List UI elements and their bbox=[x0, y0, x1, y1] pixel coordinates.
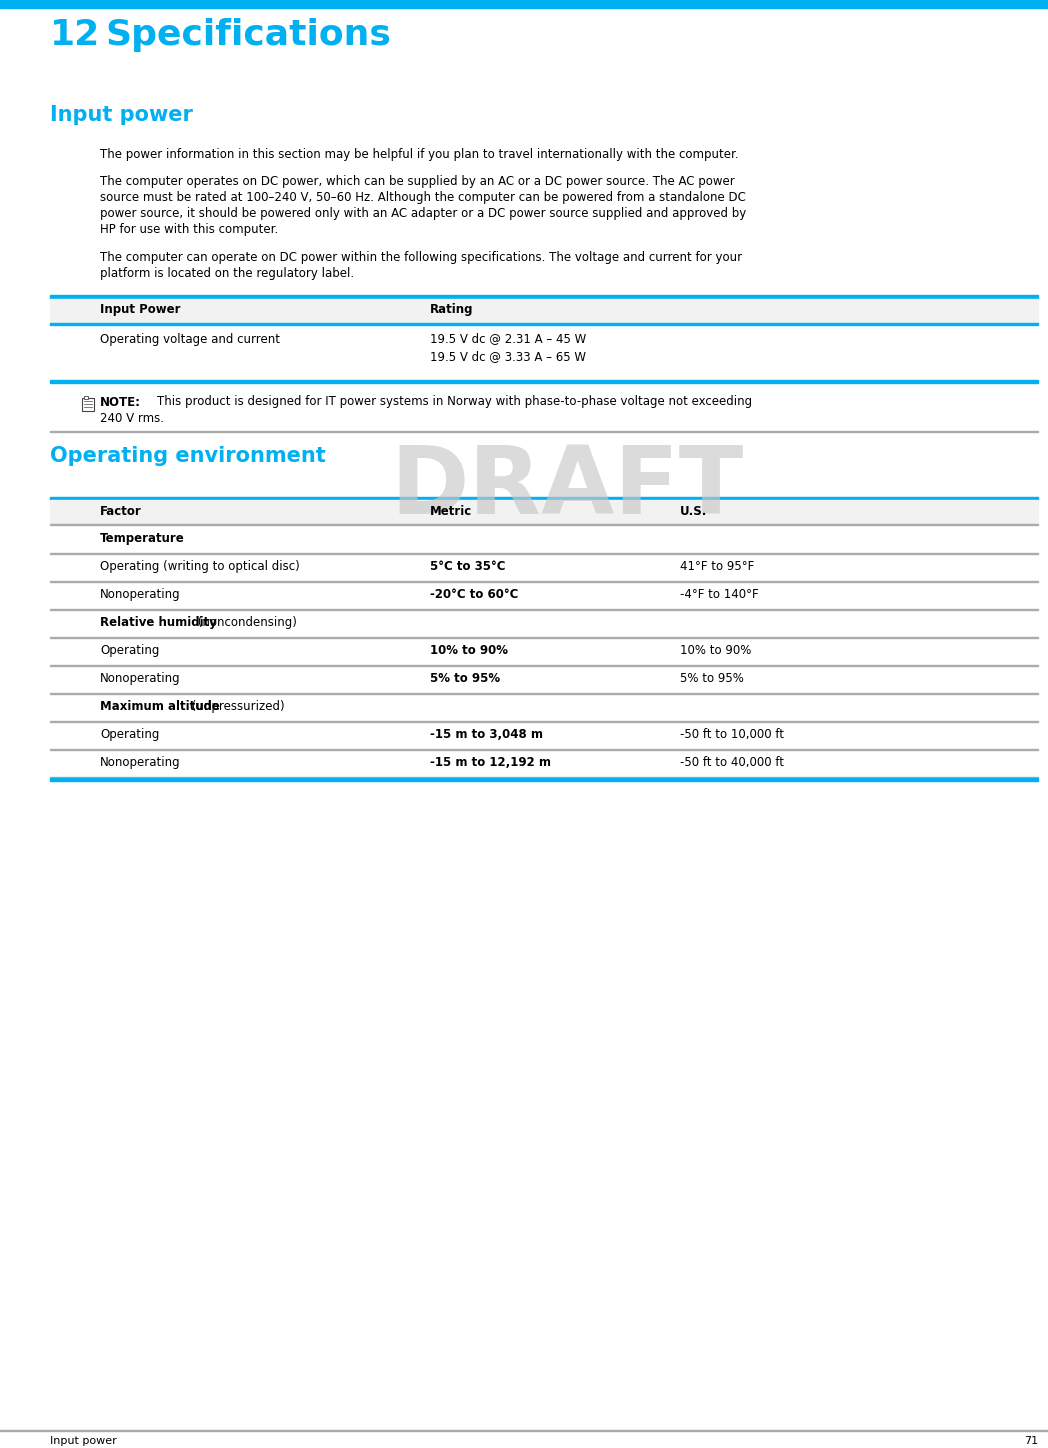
Bar bbox=[50, 295, 1038, 298]
Text: Operating voltage and current: Operating voltage and current bbox=[100, 333, 280, 346]
Text: -20°C to 60°C: -20°C to 60°C bbox=[430, 588, 519, 601]
Text: -15 m to 12,192 m: -15 m to 12,192 m bbox=[430, 756, 551, 769]
Text: 5% to 95%: 5% to 95% bbox=[680, 672, 744, 685]
Text: -50 ft to 10,000 ft: -50 ft to 10,000 ft bbox=[680, 728, 784, 741]
Text: power source, it should be powered only with an AC adapter or a DC power source : power source, it should be powered only … bbox=[100, 207, 746, 220]
FancyBboxPatch shape bbox=[82, 398, 94, 410]
Text: HP for use with this computer.: HP for use with this computer. bbox=[100, 223, 279, 236]
Text: Factor: Factor bbox=[100, 505, 141, 518]
Text: Temperature: Temperature bbox=[100, 531, 184, 544]
Text: Nonoperating: Nonoperating bbox=[100, 588, 180, 601]
Text: Input Power: Input Power bbox=[100, 304, 180, 317]
Text: Operating environment: Operating environment bbox=[50, 446, 326, 466]
Text: 10% to 90%: 10% to 90% bbox=[680, 644, 751, 657]
Text: Specifications: Specifications bbox=[105, 17, 391, 52]
Text: platform is located on the regulatory label.: platform is located on the regulatory la… bbox=[100, 266, 354, 279]
Text: Operating: Operating bbox=[100, 728, 159, 741]
Text: The computer operates on DC power, which can be supplied by an AC or a DC power : The computer operates on DC power, which… bbox=[100, 175, 735, 188]
Text: Nonoperating: Nonoperating bbox=[100, 756, 180, 769]
Bar bbox=[50, 500, 1038, 524]
Bar bbox=[50, 298, 1038, 323]
Text: 19.5 V dc @ 3.33 A – 65 W: 19.5 V dc @ 3.33 A – 65 W bbox=[430, 350, 586, 363]
Bar bbox=[50, 379, 1038, 384]
Text: Relative humidity: Relative humidity bbox=[100, 615, 217, 628]
Text: The computer can operate on DC power within the following specifications. The vo: The computer can operate on DC power wit… bbox=[100, 251, 742, 264]
Text: The power information in this section may be helpful if you plan to travel inter: The power information in this section ma… bbox=[100, 148, 739, 161]
Text: 19.5 V dc @ 2.31 A – 45 W: 19.5 V dc @ 2.31 A – 45 W bbox=[430, 333, 586, 346]
Text: Operating: Operating bbox=[100, 644, 159, 657]
Text: Operating (writing to optical disc): Operating (writing to optical disc) bbox=[100, 560, 300, 573]
Text: 240 V rms.: 240 V rms. bbox=[100, 411, 163, 424]
Text: DRAFT: DRAFT bbox=[390, 442, 743, 533]
Text: -50 ft to 40,000 ft: -50 ft to 40,000 ft bbox=[680, 756, 784, 769]
Text: Metric: Metric bbox=[430, 505, 473, 518]
Bar bbox=[50, 778, 1038, 780]
Text: Rating: Rating bbox=[430, 304, 474, 317]
Bar bbox=[0, 0, 1048, 9]
Bar bbox=[50, 497, 1038, 500]
Text: Input power: Input power bbox=[50, 106, 193, 125]
Text: (noncondensing): (noncondensing) bbox=[194, 615, 297, 628]
Bar bbox=[50, 323, 1038, 324]
Text: 10% to 90%: 10% to 90% bbox=[430, 644, 508, 657]
Text: 12: 12 bbox=[50, 17, 101, 52]
Text: 71: 71 bbox=[1024, 1436, 1038, 1447]
Text: U.S.: U.S. bbox=[680, 505, 707, 518]
Text: source must be rated at 100–240 V, 50–60 Hz. Although the computer can be powere: source must be rated at 100–240 V, 50–60… bbox=[100, 191, 746, 204]
Text: (unpressurized): (unpressurized) bbox=[188, 699, 285, 712]
Text: Input power: Input power bbox=[50, 1436, 116, 1447]
Text: 5°C to 35°C: 5°C to 35°C bbox=[430, 560, 505, 573]
Text: 41°F to 95°F: 41°F to 95°F bbox=[680, 560, 755, 573]
Text: Maximum altitude: Maximum altitude bbox=[100, 699, 220, 712]
Text: -15 m to 3,048 m: -15 m to 3,048 m bbox=[430, 728, 543, 741]
Text: NOTE:: NOTE: bbox=[100, 395, 141, 408]
FancyBboxPatch shape bbox=[84, 395, 88, 398]
Text: Nonoperating: Nonoperating bbox=[100, 672, 180, 685]
Text: -4°F to 140°F: -4°F to 140°F bbox=[680, 588, 759, 601]
Text: 5% to 95%: 5% to 95% bbox=[430, 672, 500, 685]
Text: This product is designed for IT power systems in Norway with phase-to-phase volt: This product is designed for IT power sy… bbox=[141, 395, 752, 408]
